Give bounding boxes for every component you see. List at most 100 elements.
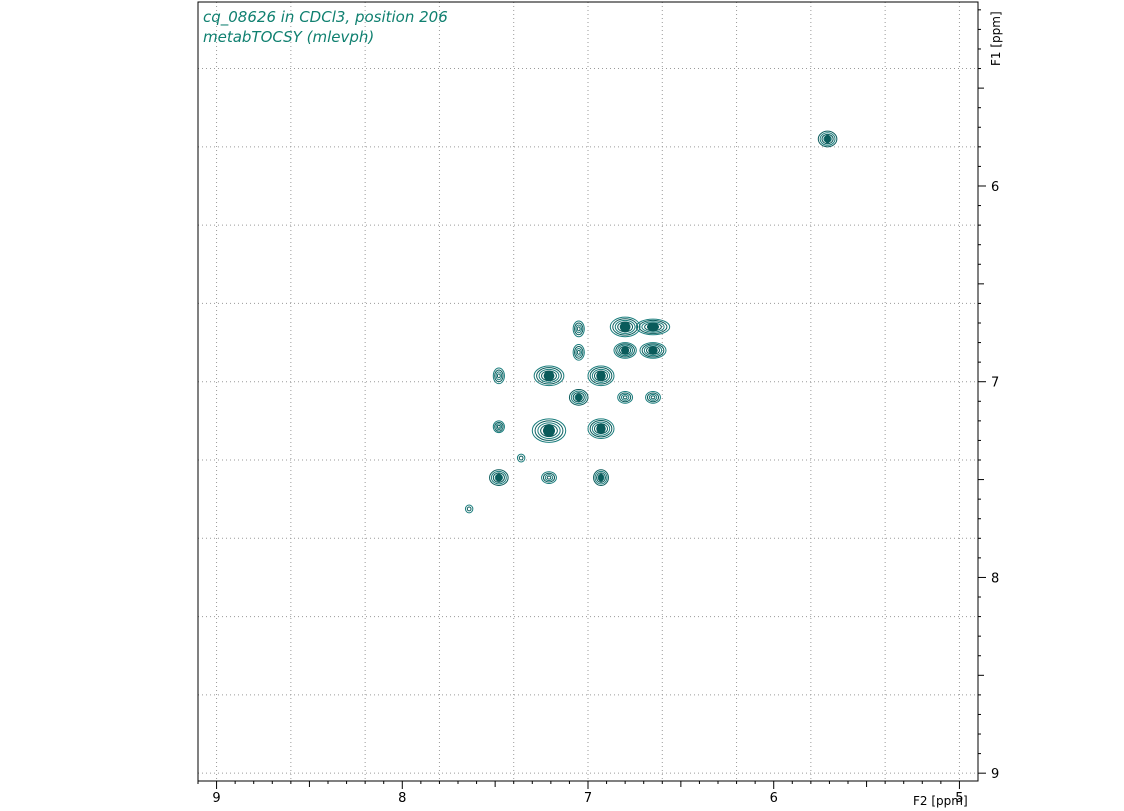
contour-level bbox=[648, 393, 658, 401]
y-tick-label: 8 bbox=[991, 571, 999, 586]
x-tick-label: 7 bbox=[584, 791, 592, 806]
cross-peak bbox=[617, 391, 634, 404]
cross-peak bbox=[639, 342, 667, 359]
contour-level bbox=[495, 371, 503, 381]
contour-level bbox=[591, 421, 611, 436]
contour-core bbox=[824, 134, 831, 144]
chart-title: cq_08626 in CDCl3, position 206 bbox=[203, 8, 448, 27]
contour-level bbox=[495, 423, 503, 431]
contour-level bbox=[591, 368, 611, 383]
contour-level bbox=[821, 133, 834, 145]
contour-core bbox=[621, 346, 630, 355]
cross-peak bbox=[464, 504, 474, 514]
contour-level bbox=[641, 343, 665, 358]
cross-peak bbox=[516, 453, 526, 463]
contour-level bbox=[587, 418, 615, 439]
contour-level bbox=[516, 453, 526, 463]
contour-level bbox=[589, 367, 613, 385]
contour-level bbox=[622, 395, 628, 400]
contour-level bbox=[572, 344, 585, 361]
x-tick-label: 5 bbox=[955, 791, 963, 806]
x-axis-ticks: 9 8 7 6 5 bbox=[197, 781, 964, 806]
cross-peak bbox=[572, 344, 585, 361]
contour-level bbox=[541, 471, 557, 484]
contour-level bbox=[638, 319, 668, 334]
contour-level bbox=[494, 421, 504, 432]
contour-level bbox=[589, 420, 613, 438]
contour-level bbox=[538, 368, 560, 383]
contour-core bbox=[598, 473, 604, 482]
cross-peak bbox=[635, 318, 671, 336]
y-tick-label: 7 bbox=[991, 376, 999, 391]
contour-level bbox=[576, 326, 581, 332]
contour-level bbox=[572, 392, 585, 403]
contour-level bbox=[534, 420, 564, 441]
contour-level bbox=[544, 474, 554, 482]
contour-level bbox=[587, 365, 615, 387]
contour-level bbox=[574, 345, 584, 359]
contour-level bbox=[466, 506, 472, 512]
contour-level bbox=[575, 347, 583, 357]
contour-core bbox=[575, 393, 582, 402]
contour-level bbox=[489, 469, 509, 486]
cross-peak bbox=[541, 471, 557, 484]
contour-level bbox=[819, 132, 836, 146]
contour-level bbox=[492, 472, 505, 483]
x-tick-label: 6 bbox=[770, 791, 778, 806]
contour-level bbox=[574, 322, 584, 336]
contour-core bbox=[647, 322, 659, 332]
contour-level bbox=[617, 344, 634, 357]
contour-level bbox=[612, 318, 639, 336]
contour-level bbox=[531, 418, 567, 443]
contour-core bbox=[648, 346, 658, 355]
contour-peaks bbox=[464, 130, 838, 514]
contour-core bbox=[543, 370, 555, 382]
contour-level bbox=[568, 389, 589, 406]
cross-peak bbox=[572, 320, 585, 338]
contour-level bbox=[575, 324, 583, 334]
contour-level bbox=[596, 472, 606, 483]
cross-peak bbox=[613, 342, 637, 359]
contour-level bbox=[572, 320, 585, 338]
contour-level bbox=[492, 367, 505, 385]
cross-peak bbox=[531, 418, 567, 443]
cross-peak bbox=[609, 316, 641, 338]
contour-level bbox=[546, 475, 552, 480]
contour-level bbox=[641, 321, 665, 333]
contour-level bbox=[593, 469, 609, 486]
cross-peak bbox=[489, 469, 509, 486]
contour-level bbox=[650, 395, 656, 400]
contour-level bbox=[494, 369, 504, 383]
contour-level bbox=[817, 130, 838, 148]
contour-level bbox=[570, 390, 587, 405]
contour-level bbox=[646, 392, 660, 403]
contour-level bbox=[609, 316, 641, 338]
x-axis-label: F2 [ppm] bbox=[913, 794, 968, 808]
contour-level bbox=[537, 422, 561, 439]
y-axis-label: F1 [ppm] bbox=[989, 11, 1003, 66]
contour-level bbox=[576, 349, 581, 355]
contour-level bbox=[645, 391, 661, 404]
contour-level bbox=[536, 367, 562, 385]
contour-level bbox=[619, 392, 632, 403]
y-tick-label: 9 bbox=[991, 767, 999, 782]
contour-level bbox=[518, 455, 524, 461]
contour-level bbox=[617, 391, 634, 404]
contour-level bbox=[643, 344, 663, 357]
contour-core bbox=[543, 424, 555, 438]
contour-level bbox=[492, 420, 505, 434]
cross-peak bbox=[587, 418, 615, 439]
contour-core bbox=[619, 321, 631, 333]
contour-level bbox=[542, 472, 556, 483]
contour-core bbox=[596, 423, 606, 435]
y-tick-label: 6 bbox=[991, 180, 999, 195]
cross-peak bbox=[492, 420, 505, 434]
contour-level bbox=[620, 393, 630, 401]
cross-peak bbox=[593, 469, 609, 486]
contour-level bbox=[614, 319, 636, 334]
cross-peak bbox=[533, 365, 565, 387]
chart-subtitle: metabTOCSY (mlevph) bbox=[203, 28, 374, 46]
x-tick-label: 8 bbox=[398, 791, 406, 806]
cross-peak bbox=[817, 130, 838, 148]
